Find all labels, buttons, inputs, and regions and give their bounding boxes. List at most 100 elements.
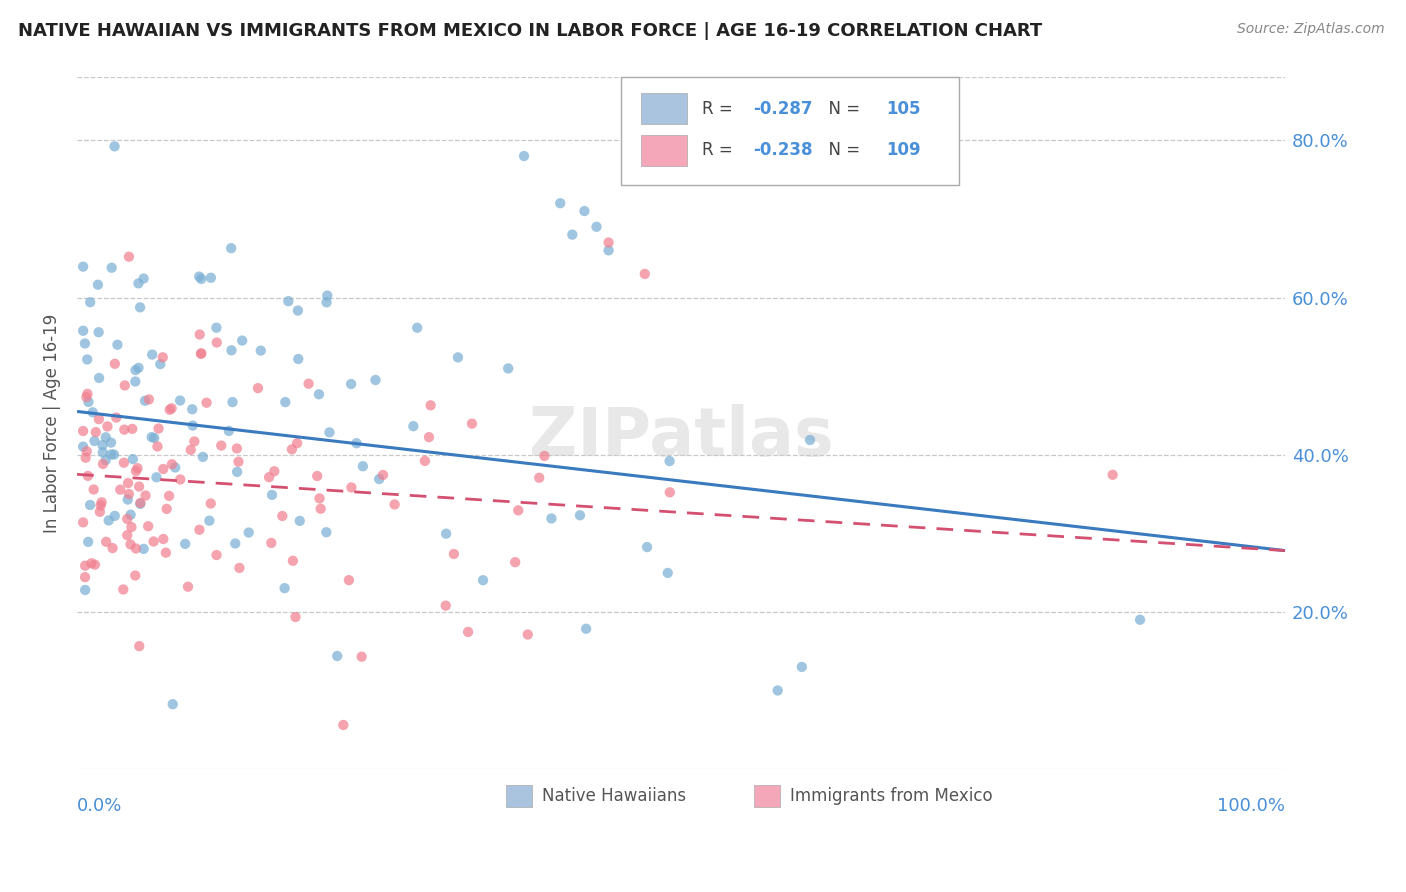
Point [76, 444, 98, 458]
Point [332, 718, 354, 732]
Point [135, 489, 157, 503]
Point [117, 528, 139, 542]
Point [316, 288, 339, 302]
Point [169, 393, 191, 408]
Point [146, 439, 169, 453]
Point [598, 244, 620, 258]
Y-axis label: In Labor Force | Age 16-19: In Labor Force | Age 16-19 [44, 314, 60, 533]
Text: R =: R = [702, 141, 738, 159]
Point [162, 697, 184, 711]
Point [346, 436, 368, 450]
Point [371, 467, 394, 482]
Point [198, 514, 221, 528]
FancyBboxPatch shape [754, 785, 780, 807]
Point [101, 541, 124, 555]
Point [79, 498, 101, 512]
Point [124, 363, 146, 377]
Point [188, 327, 211, 342]
Point [112, 423, 135, 437]
Point [190, 347, 212, 361]
Point [658, 485, 681, 500]
Point [72, 260, 94, 274]
Point [205, 335, 228, 350]
Point [112, 456, 135, 470]
Point [352, 459, 374, 474]
Point [418, 430, 440, 444]
Point [209, 439, 232, 453]
Point [160, 457, 183, 471]
Text: Native Hawaiians: Native Hawaiians [543, 787, 686, 805]
Point [540, 511, 562, 525]
Point [568, 508, 591, 523]
Point [118, 250, 141, 264]
Point [152, 351, 174, 365]
Point [174, 537, 197, 551]
Point [281, 554, 304, 568]
Point [110, 483, 132, 497]
Point [226, 465, 249, 479]
Point [260, 488, 283, 502]
FancyBboxPatch shape [506, 785, 533, 807]
Point [97, 513, 120, 527]
Point [141, 430, 163, 444]
Point [402, 419, 425, 434]
Point [285, 436, 308, 450]
Point [205, 320, 228, 334]
Point [141, 348, 163, 362]
Point [598, 235, 620, 250]
Point [72, 324, 94, 338]
Point [340, 481, 363, 495]
Point [561, 227, 583, 242]
Point [128, 360, 150, 375]
Point [503, 555, 526, 569]
Point [77, 395, 100, 409]
Point [315, 525, 337, 540]
Point [529, 471, 551, 485]
Point [105, 410, 128, 425]
Text: -0.238: -0.238 [754, 141, 813, 159]
Point [73, 336, 96, 351]
Point [790, 660, 813, 674]
Point [309, 501, 332, 516]
FancyBboxPatch shape [620, 78, 959, 185]
Point [157, 489, 180, 503]
Point [100, 435, 122, 450]
Point [91, 438, 114, 452]
Point [231, 334, 253, 348]
Point [516, 627, 538, 641]
Point [79, 295, 101, 310]
Point [117, 476, 139, 491]
Point [84, 425, 107, 439]
Point [103, 139, 125, 153]
Point [114, 378, 136, 392]
Point [190, 272, 212, 286]
Point [260, 536, 283, 550]
Point [218, 424, 240, 438]
Point [238, 525, 260, 540]
Point [183, 434, 205, 449]
Point [89, 505, 111, 519]
Point [132, 271, 155, 285]
Point [188, 269, 211, 284]
Point [90, 499, 112, 513]
Point [419, 398, 441, 412]
Point [221, 343, 243, 358]
Point [188, 523, 211, 537]
Point [83, 483, 105, 497]
Point [75, 450, 97, 465]
Point [91, 445, 114, 459]
Point [225, 442, 247, 456]
Point [104, 508, 127, 523]
Point [496, 361, 519, 376]
Point [129, 301, 152, 315]
Point [94, 453, 117, 467]
Point [148, 421, 170, 435]
Point [77, 534, 100, 549]
Point [434, 599, 457, 613]
Point [112, 582, 135, 597]
Text: 105: 105 [886, 100, 921, 118]
Point [100, 260, 122, 275]
Point [288, 514, 311, 528]
Point [129, 496, 152, 510]
Point [149, 357, 172, 371]
